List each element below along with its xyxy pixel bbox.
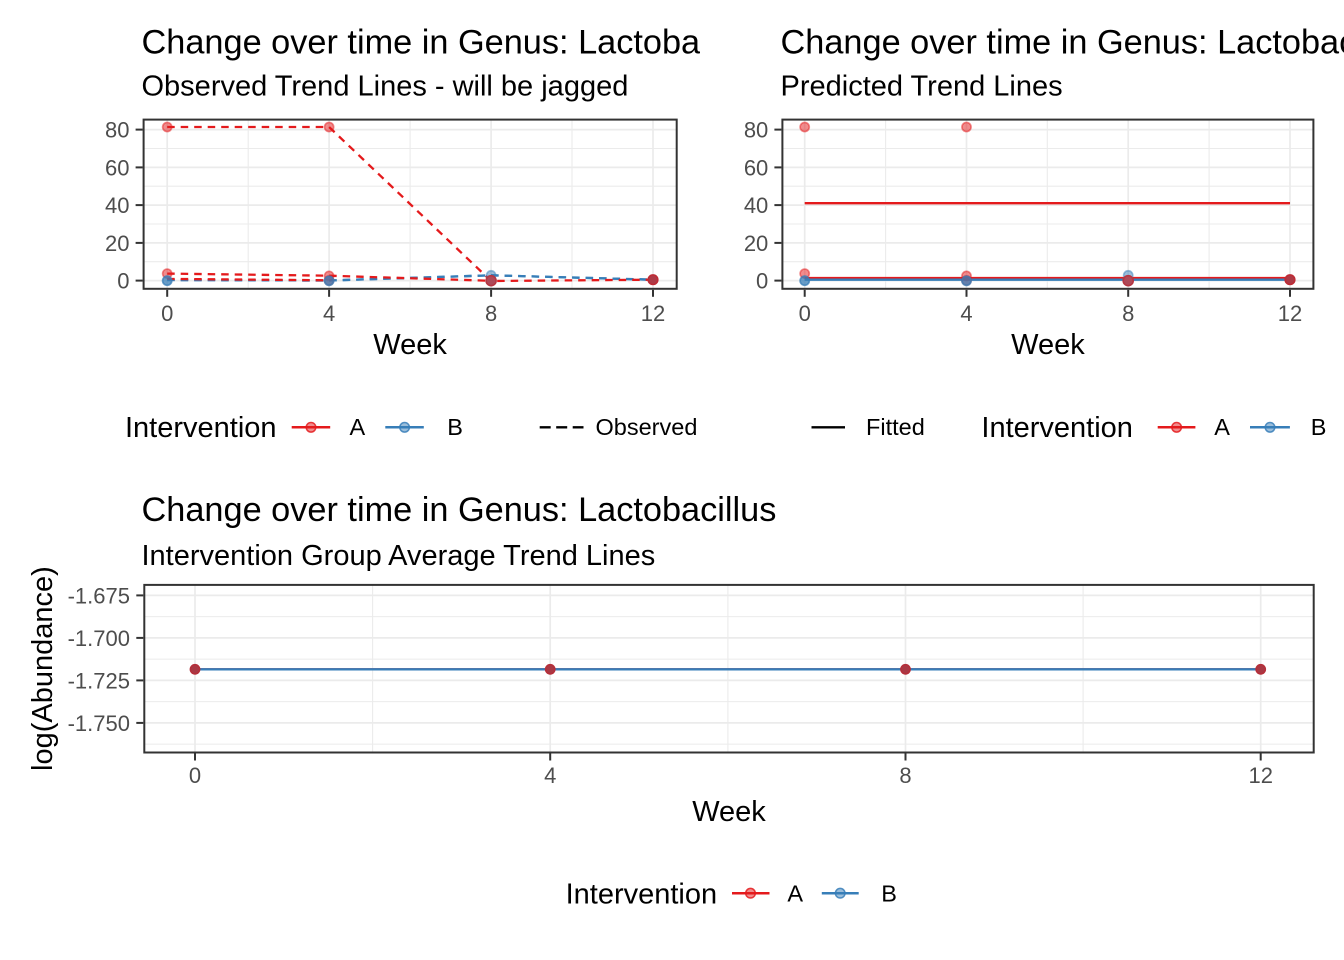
svg-text:B: B xyxy=(1311,414,1327,440)
svg-text:Intervention: Intervention xyxy=(566,879,718,911)
svg-text:Intervention: Intervention xyxy=(125,412,277,444)
svg-text:log(Abundance): log(Abundance) xyxy=(27,566,59,771)
svg-text:12: 12 xyxy=(1248,763,1272,788)
svg-text:Week: Week xyxy=(1011,329,1085,361)
svg-text:8: 8 xyxy=(485,301,497,326)
svg-text:0: 0 xyxy=(756,269,768,294)
svg-text:80: 80 xyxy=(744,118,768,143)
svg-text:12: 12 xyxy=(1278,301,1302,326)
svg-text:0: 0 xyxy=(189,763,201,788)
svg-text:B: B xyxy=(447,414,463,440)
svg-text:8: 8 xyxy=(1122,301,1134,326)
svg-text:8: 8 xyxy=(899,763,911,788)
svg-text:40: 40 xyxy=(744,193,768,218)
svg-text:A: A xyxy=(350,414,366,440)
svg-text:Predicted Trend Lines: Predicted Trend Lines xyxy=(781,71,1063,103)
svg-text:Intervention Group Average Tre: Intervention Group Average Trend Lines xyxy=(142,540,656,572)
svg-text:Change over time in Genus: Lac: Change over time in Genus: Lactobacillus xyxy=(142,491,777,529)
svg-text:Observed Trend Lines - will be: Observed Trend Lines - will be jagged xyxy=(142,71,629,103)
svg-text:12: 12 xyxy=(641,301,665,326)
svg-text:0: 0 xyxy=(117,269,129,294)
svg-text:-1.750: -1.750 xyxy=(68,711,130,736)
svg-text:Observed: Observed xyxy=(596,414,698,440)
svg-text:B: B xyxy=(881,881,897,907)
svg-text:Fitted: Fitted xyxy=(866,414,925,440)
svg-text:60: 60 xyxy=(105,155,129,180)
svg-text:4: 4 xyxy=(323,301,335,326)
svg-text:-1.725: -1.725 xyxy=(68,668,130,693)
svg-text:0: 0 xyxy=(161,301,173,326)
svg-text:0: 0 xyxy=(799,301,811,326)
svg-text:20: 20 xyxy=(105,231,129,256)
svg-text:4: 4 xyxy=(544,763,556,788)
svg-text:40: 40 xyxy=(105,193,129,218)
svg-text:60: 60 xyxy=(744,155,768,180)
svg-text:-1.675: -1.675 xyxy=(68,583,130,608)
svg-text:Week: Week xyxy=(373,329,447,361)
svg-text:Week: Week xyxy=(692,796,766,828)
svg-text:Change over time in Genus: Lac: Change over time in Genus: Lactobacillus xyxy=(142,24,777,62)
svg-text:-1.700: -1.700 xyxy=(68,626,130,651)
svg-text:A: A xyxy=(787,881,803,907)
svg-text:Change over time in Genus: Lac: Change over time in Genus: Lactobacillus xyxy=(781,24,1344,62)
svg-text:80: 80 xyxy=(105,118,129,143)
svg-text:A: A xyxy=(1214,414,1230,440)
svg-text:4: 4 xyxy=(960,301,972,326)
svg-text:Intervention: Intervention xyxy=(981,412,1133,444)
svg-text:20: 20 xyxy=(744,231,768,256)
